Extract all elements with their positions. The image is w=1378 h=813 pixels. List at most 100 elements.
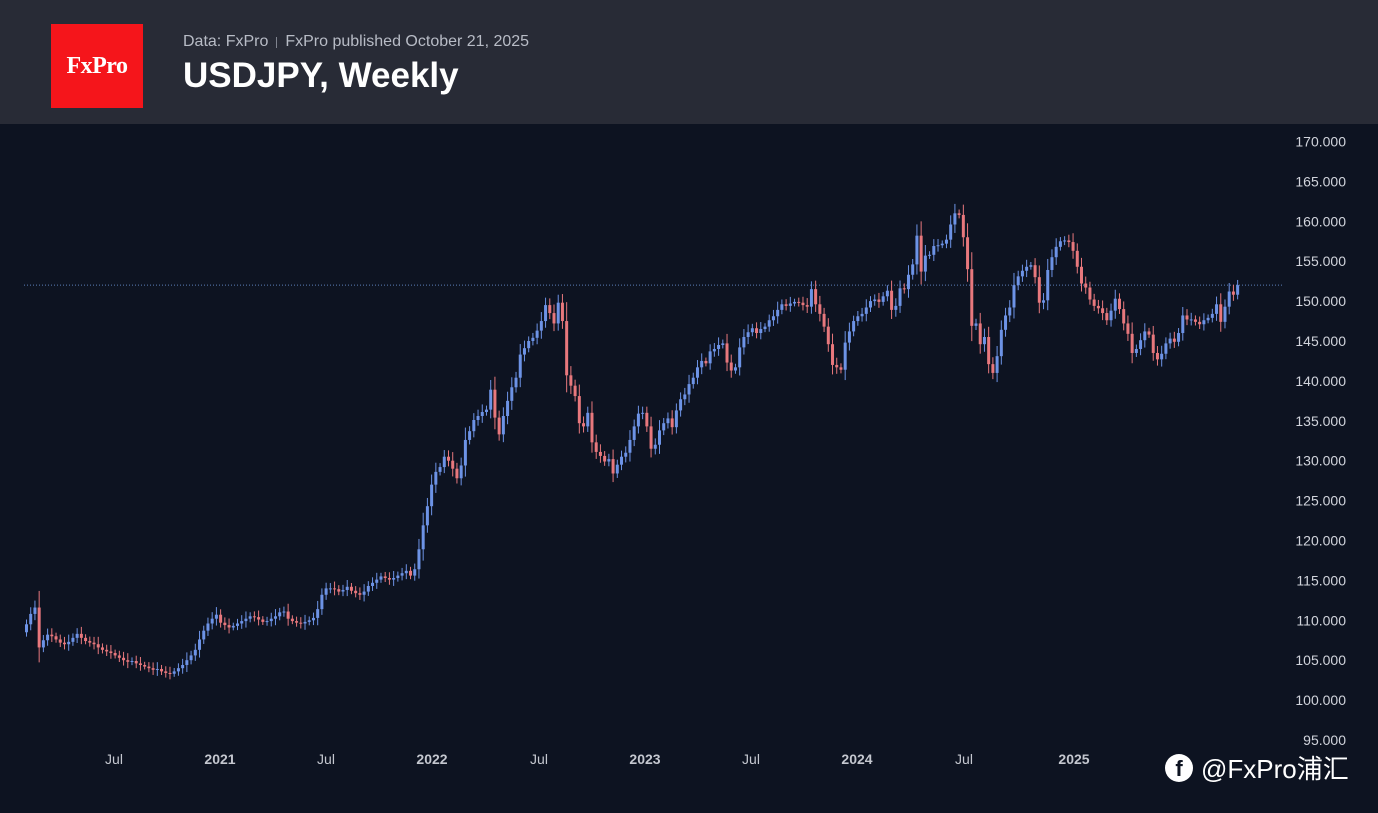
candle-body xyxy=(556,302,560,324)
candle-body xyxy=(624,452,628,457)
candle-body xyxy=(780,304,784,310)
candle-body xyxy=(1210,313,1214,318)
candle-body xyxy=(1202,320,1206,325)
candle-body xyxy=(860,313,864,317)
candle-body xyxy=(746,332,750,338)
candle-body xyxy=(497,417,501,435)
candle-body xyxy=(41,640,45,648)
candle-body xyxy=(877,299,881,302)
candle-body xyxy=(831,344,835,365)
candle-body xyxy=(1139,340,1143,349)
candle-body xyxy=(856,316,860,322)
candle-body xyxy=(134,660,138,664)
candle-body xyxy=(1037,277,1041,303)
candle-body xyxy=(1067,240,1071,243)
watermark: f @FxPro浦汇 xyxy=(1165,749,1349,786)
candle-body xyxy=(784,304,788,306)
x-tick-label: 2023 xyxy=(629,751,660,767)
candle-body xyxy=(742,337,746,348)
candle-body xyxy=(79,633,83,638)
candle-body xyxy=(607,459,611,462)
candle-body xyxy=(252,616,256,618)
x-tick-label: 2021 xyxy=(204,751,235,767)
y-tick-label: 140.000 xyxy=(1295,373,1346,389)
candle-body xyxy=(278,612,282,617)
candle-body xyxy=(970,269,974,326)
candle-body xyxy=(928,254,932,256)
candle-body xyxy=(839,367,843,370)
candle-body xyxy=(442,456,446,468)
y-tick-label: 160.000 xyxy=(1295,213,1346,229)
candle-body xyxy=(303,621,307,624)
candlestick-chart[interactable]: 170.000 165.000 160.000 155.000 150.000 145.0… xyxy=(0,124,1378,813)
candle-body xyxy=(767,320,771,327)
candle-body xyxy=(295,621,299,623)
candle-body xyxy=(67,641,71,645)
candle-body xyxy=(1008,307,1012,316)
candle-body xyxy=(788,303,792,306)
candle-body xyxy=(366,585,370,592)
candle-body xyxy=(873,299,877,302)
candle-body xyxy=(695,367,699,378)
y-axis: 170.000 165.000 160.000 155.000 150.000 145.0… xyxy=(1295,134,1346,749)
y-tick-label: 145.000 xyxy=(1295,333,1346,349)
candle-body xyxy=(953,213,957,225)
candle-body xyxy=(978,323,982,345)
candle-body xyxy=(472,420,476,432)
candle-body xyxy=(544,305,548,322)
candle-body xyxy=(733,367,737,371)
candle-body xyxy=(729,362,733,371)
candle-body xyxy=(236,623,239,626)
candle-body xyxy=(362,591,366,595)
candle-body xyxy=(653,444,657,449)
candle-body xyxy=(906,274,910,290)
candle-body xyxy=(468,431,472,440)
y-tick-label: 150.000 xyxy=(1295,293,1346,309)
candle-body xyxy=(940,243,944,246)
candle-body xyxy=(932,246,936,255)
candle-body xyxy=(227,625,231,628)
candle-body xyxy=(501,416,505,435)
candle-body xyxy=(658,430,661,445)
x-tick-label: 2024 xyxy=(841,751,872,767)
candle-body xyxy=(885,290,889,297)
candle-body xyxy=(797,301,801,303)
candle-body xyxy=(944,239,948,244)
candle-body xyxy=(484,409,488,413)
candle-body xyxy=(1227,291,1231,307)
candle-body xyxy=(434,471,438,485)
candle-body xyxy=(704,360,708,364)
candle-body xyxy=(176,668,180,672)
data-source: Data: FxPro xyxy=(183,33,269,50)
candle-body xyxy=(451,460,455,469)
candle-body xyxy=(354,590,358,594)
candle-body xyxy=(835,364,839,368)
candle-body xyxy=(826,326,830,345)
candle-body xyxy=(1075,250,1079,267)
candle-body xyxy=(84,637,88,642)
candle-body xyxy=(771,316,775,321)
candle-body xyxy=(518,354,522,378)
candle-body xyxy=(328,588,332,590)
candle-body xyxy=(679,399,683,411)
candle-body xyxy=(987,337,991,365)
candle-body xyxy=(641,412,645,414)
candle-body xyxy=(809,289,813,307)
candle-body xyxy=(793,301,797,304)
candle-body xyxy=(379,576,383,580)
candle-body xyxy=(1088,287,1092,300)
candle-body xyxy=(1020,270,1024,277)
candle-body xyxy=(628,439,632,453)
fxpro-logo: FxPro xyxy=(51,24,143,108)
candle-body xyxy=(522,348,526,355)
candle-body xyxy=(1168,338,1172,344)
candle-body xyxy=(991,364,995,373)
candle-body xyxy=(210,618,214,624)
candle-body xyxy=(531,337,535,341)
candle-body xyxy=(586,412,590,427)
candle-body xyxy=(409,570,413,576)
candle-body xyxy=(843,342,847,370)
candle-body xyxy=(1189,319,1193,321)
x-tick-label: Jul xyxy=(955,751,973,767)
candle-body xyxy=(109,651,113,654)
